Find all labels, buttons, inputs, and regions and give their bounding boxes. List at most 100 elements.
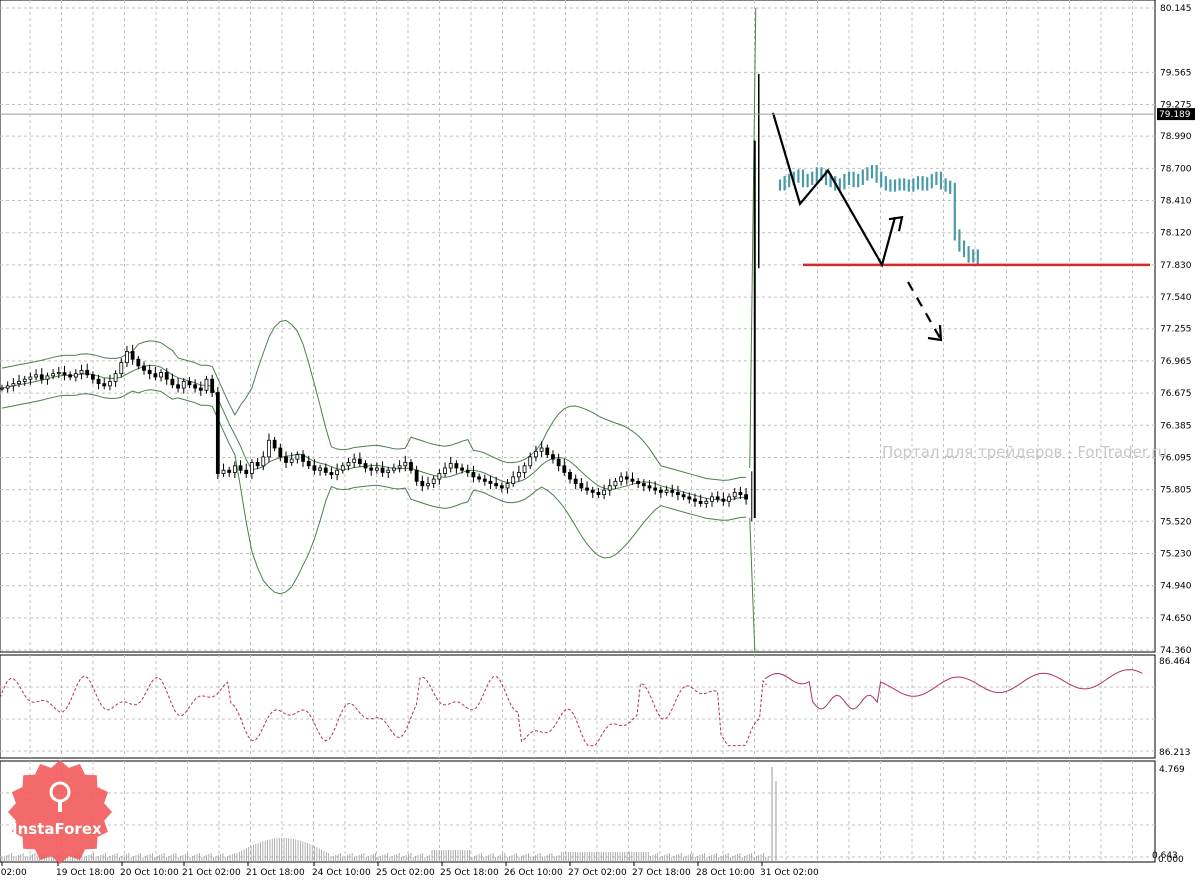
candle-body (477, 476, 482, 480)
price-tick-label: 77.255 (1160, 325, 1192, 335)
candle-body (34, 374, 38, 378)
candle-body (386, 469, 391, 473)
time-tick-label: 20 Oct 10:00 (120, 868, 179, 878)
time-tick-label: 25 Oct 02:00 (376, 868, 435, 878)
candle-body (278, 447, 283, 458)
time-tick-label: 25 Oct 18:00 (440, 868, 499, 878)
candle-body (431, 478, 436, 484)
candle-body (85, 369, 90, 376)
candle-body (721, 498, 726, 502)
candle-body (505, 483, 510, 489)
projection-bars (778, 165, 979, 265)
candle-body (687, 496, 692, 500)
price-tick-label: 74.360 (1160, 646, 1192, 656)
price-tick-label: 76.385 (1160, 421, 1192, 431)
price-tick-label: 78.410 (1160, 197, 1192, 207)
time-tick-label: 27 Oct 18:00 (632, 868, 691, 878)
candle-body (204, 378, 209, 391)
price-tick-label: 76.965 (1160, 357, 1192, 367)
candle-body (340, 465, 345, 471)
candle-body (102, 383, 107, 387)
lower-band-spike (749, 517, 756, 651)
price-tick-label: 74.650 (1160, 614, 1192, 624)
candle-body (113, 373, 118, 382)
time-tick-label: 21 Oct 18:00 (246, 868, 305, 878)
candle-body (471, 472, 476, 478)
candle-body (613, 480, 618, 487)
panel-border-2 (0, 654, 1156, 759)
time-tick-label: 19 Oct 02:00 (0, 868, 27, 878)
price-tick-label: 74.940 (1160, 582, 1192, 592)
price-tick-label: 75.805 (1160, 486, 1192, 496)
candle-body (56, 372, 61, 375)
candle-body (130, 351, 135, 360)
candle-body (545, 447, 550, 456)
candle-body (45, 375, 50, 380)
candle-body (374, 467, 379, 471)
candle-body (710, 496, 714, 502)
time-tick-label: 19 Oct 18:00 (56, 868, 115, 878)
candle-body (142, 365, 146, 371)
candle-body (238, 465, 243, 471)
candle-body (250, 462, 254, 474)
candle-body (363, 463, 368, 469)
candle-body (443, 467, 447, 474)
candle-body (454, 463, 459, 469)
candle-body (261, 456, 266, 467)
candles (0, 74, 760, 522)
candle-body (96, 378, 101, 385)
candle-body (636, 480, 641, 484)
candle-body (198, 387, 203, 391)
candle-body (647, 485, 652, 489)
candle-body (335, 469, 340, 476)
time-tick-label: 21 Oct 02:00 (182, 868, 241, 878)
candle-body (460, 467, 464, 471)
candle-body (295, 454, 300, 460)
candle-body (602, 489, 606, 496)
candle-body (522, 465, 527, 473)
zigzag-arrowhead (888, 215, 904, 232)
candle-body (221, 469, 226, 474)
candle-body (556, 458, 561, 467)
candle-body (39, 374, 44, 380)
price-tick-label: 75.520 (1160, 517, 1192, 527)
candle-body (210, 378, 215, 393)
axes: 80.145 79.565 79.275 78.990 78.700 78.410 78.1… (0, 4, 1195, 878)
price-tick-label: 76.675 (1160, 389, 1192, 399)
candle-body (289, 458, 294, 463)
candle-body (193, 384, 198, 389)
indicator-1-recent (764, 669, 1143, 710)
candle-body (630, 478, 635, 482)
price-tick-label: 78.120 (1160, 229, 1192, 239)
candle-body (17, 381, 21, 385)
candle-body (62, 372, 67, 376)
candle-body (232, 465, 237, 473)
price-tick-label: 78.990 (1160, 132, 1192, 142)
candle-body (488, 480, 493, 484)
candle-body (181, 381, 186, 389)
candle-body (147, 369, 152, 375)
candle-body (90, 374, 95, 380)
time-tick-label: 28 Oct 10:00 (696, 868, 755, 878)
candle-body (68, 374, 73, 378)
candle-body (323, 467, 328, 473)
lower-band (1, 389, 747, 595)
candle-body (346, 462, 351, 467)
zigzag-path (771, 112, 897, 268)
candle-body (267, 439, 271, 458)
candle-body (534, 450, 538, 458)
price-tick-label: 75.230 (1160, 549, 1192, 559)
candle-body (380, 467, 385, 473)
candle-body (744, 494, 748, 500)
candle-body (73, 373, 78, 378)
candle-body (426, 483, 430, 487)
candle-body (312, 465, 317, 471)
candle-body (159, 372, 163, 378)
candle-body (698, 500, 703, 504)
time-tick-label: 31 Oct 02:00 (760, 868, 819, 878)
candle-body (357, 458, 362, 464)
candle-body (551, 454, 555, 460)
candle-body (482, 478, 487, 482)
candle-body (664, 489, 669, 493)
